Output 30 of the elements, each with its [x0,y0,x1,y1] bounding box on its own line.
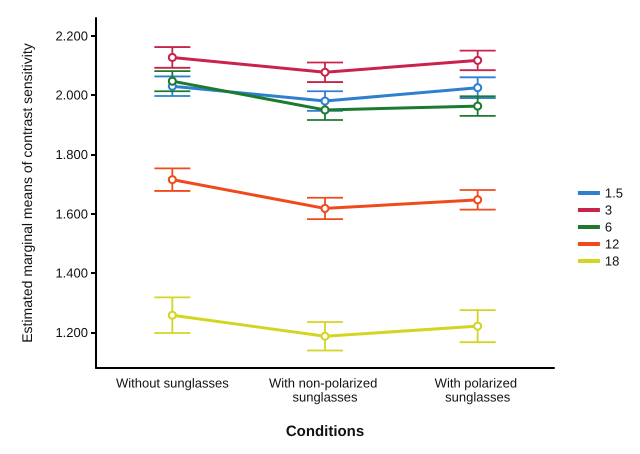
legend-label: 18 [604,254,620,268]
point [320,105,330,114]
point [473,195,482,204]
point [473,56,482,65]
y-tick-label: 1.800 [55,146,88,162]
x-tick-label: With polarized sunglasses [434,376,521,404]
point [320,96,330,106]
y-tick-label: 1.400 [55,266,88,281]
y-tick-label: 2.200 [55,28,88,44]
legend-label: 1.5 [604,186,624,200]
point [320,332,330,341]
y-axis-title: Estimated marginal means of contrast sensitivity [19,43,35,343]
point [168,76,177,86]
x-tick-label: With non-polarized sunglasses [269,376,381,404]
legend-label: 3 [604,202,612,218]
point [320,204,330,213]
point [168,52,177,62]
legend-label: 6 [604,220,612,234]
y-tick-label: 2.000 [55,88,88,103]
point [320,68,330,77]
y-tick-label: 1.200 [55,324,88,340]
point [168,175,177,184]
x-tick-label: Without sunglasses [116,376,230,390]
point [168,310,177,320]
legend-label: 12 [604,236,620,252]
point [473,102,482,111]
x-axis-title: Conditions [286,423,364,440]
y-tick-label: 1.600 [55,206,88,222]
point [473,322,482,331]
point [473,83,482,92]
